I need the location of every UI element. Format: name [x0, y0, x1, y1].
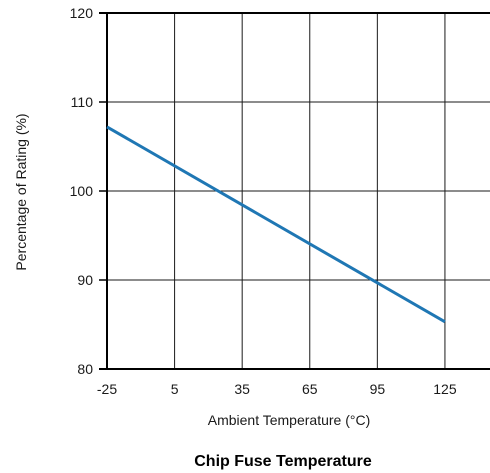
y-tick-label: 90 — [77, 272, 93, 288]
series-group — [106, 125, 446, 324]
x-tick-label: 5 — [171, 381, 179, 397]
y-tick-label: 110 — [71, 94, 94, 110]
grid — [107, 13, 490, 369]
y-tick-label: 120 — [70, 5, 94, 21]
x-tick-label: 65 — [302, 381, 318, 397]
chart-title: Chip Fuse Temperature — [194, 453, 372, 470]
y-tick-label: 100 — [70, 183, 94, 199]
x-axis-label: Ambient Temperature (°C) — [208, 412, 371, 428]
x-tick-label: 95 — [370, 381, 386, 397]
y-tick-label: 80 — [77, 361, 93, 377]
x-tick-label: 35 — [234, 381, 250, 397]
y-tick-labels: 80 90 100 110 120 — [70, 5, 94, 377]
y-axis-label: Percentage of Rating (%) — [13, 113, 29, 270]
x-tick-label: 125 — [433, 381, 457, 397]
x-tick-label: -25 — [97, 381, 117, 397]
x-tick-labels: -25 5 35 65 95 125 — [97, 381, 457, 397]
plot-frame — [99, 12, 490, 370]
series-line — [106, 125, 446, 324]
